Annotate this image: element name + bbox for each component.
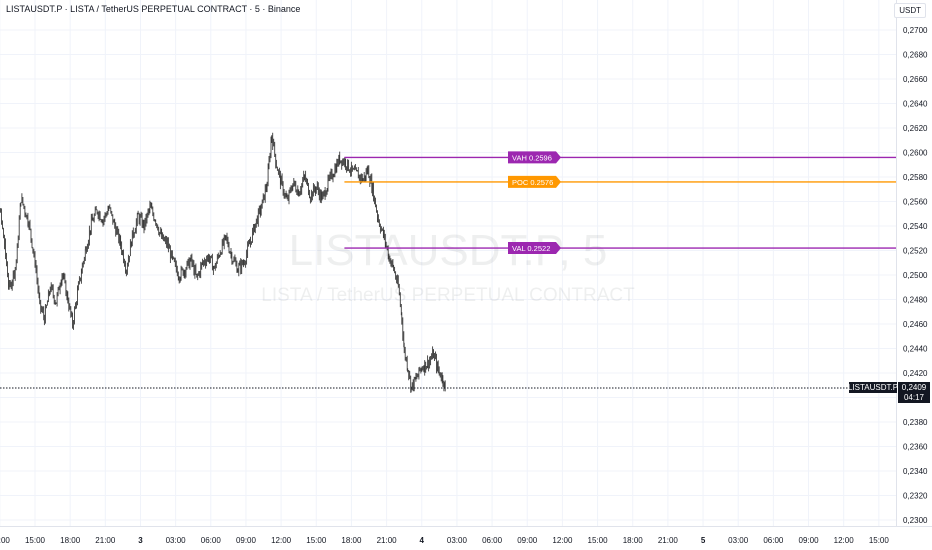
x-tick-label: 12:00 [552, 536, 573, 545]
y-tick-label: 0,2440 [903, 345, 928, 354]
y-tick-label: 0,2480 [903, 296, 928, 305]
x-tick-label: 4 [420, 536, 425, 545]
x-tick-label: 09:00 [799, 536, 820, 545]
price-tag-countdown: 04:17 [904, 393, 925, 402]
y-tick-label: 0,2580 [903, 173, 928, 182]
x-tick-label: 21:00 [95, 536, 116, 545]
volume-profile-levels: VAH 0.2596 POC 0.2576 VAL 0.2522 [344, 151, 896, 255]
y-tick-label: 0,2420 [903, 369, 928, 378]
x-tick-label: 5 [701, 536, 706, 545]
x-tick-label: 21:00 [377, 536, 398, 545]
price-series [0, 132, 446, 393]
level-label-box [508, 175, 561, 188]
level-label-box [508, 242, 561, 255]
x-tick-label: 12:00 [0, 536, 10, 545]
grid [0, 0, 896, 526]
x-tick-label: 18:00 [623, 536, 644, 545]
level-label: VAH 0.2596 [512, 153, 552, 162]
x-tick-label: 21:00 [658, 536, 679, 545]
x-tick-label: 09:00 [236, 536, 257, 545]
watermark-description: LISTA / TetherUS PERPETUAL CONTRACT [261, 285, 635, 306]
x-tick-label: 15:00 [869, 536, 890, 545]
y-tick-label: 0,2620 [903, 124, 928, 133]
y-tick-label: 0,2500 [903, 271, 928, 280]
y-tick-label: 0,2520 [903, 247, 928, 256]
y-tick-label: 0,2340 [903, 467, 928, 476]
y-tick-label: 0,2360 [903, 443, 928, 452]
y-tick-label: 0,2660 [903, 75, 928, 84]
x-tick-label: 03:00 [166, 536, 187, 545]
symbol-tag [849, 382, 897, 393]
x-tick-label: 3 [138, 536, 143, 545]
watermark-symbol: LISTAUSDT.P, 5 [289, 226, 608, 275]
y-tick-label: 0,2700 [903, 26, 928, 35]
price-tag-value: 0,2409 [902, 383, 927, 392]
x-tick-label: 06:00 [482, 536, 503, 545]
y-tick-label: 0,2320 [903, 492, 928, 501]
y-tick-label: 0,2640 [903, 100, 928, 109]
candles [0, 132, 446, 393]
x-tick-label: 06:00 [763, 536, 784, 545]
y-tick-label: 0,2460 [903, 320, 928, 329]
x-tick-label: 12:00 [834, 536, 855, 545]
x-tick-label: 15:00 [25, 536, 46, 545]
y-tick-label: 0,2300 [903, 516, 928, 525]
x-tick-label: 09:00 [517, 536, 538, 545]
symbol-tag-text: LISTAUSDT.P [848, 383, 898, 392]
x-tick-label: 03:00 [447, 536, 468, 545]
price-tag-box [898, 382, 930, 403]
x-tick-label: 15:00 [306, 536, 327, 545]
watermark: LISTAUSDT.P, 5 LISTA / TetherUS PERPETUA… [261, 226, 635, 306]
x-tick-label: 18:00 [60, 536, 81, 545]
chart-title: LISTAUSDT.P · LISTA / TetherUS PERPETUAL… [6, 4, 301, 14]
y-axis[interactable]: 0,2700 0,2680 0,2660 0,2640 0,2620 0,2600 0,25… [903, 26, 928, 525]
y-tick-label: 0,2560 [903, 198, 928, 207]
level-label: POC 0.2576 [512, 178, 553, 187]
x-tick-label: 18:00 [341, 536, 362, 545]
y-tick-label: 0,2680 [903, 51, 928, 60]
y-tick-label: 0,2380 [903, 418, 928, 427]
y-tick-label: 0,2600 [903, 149, 928, 158]
y-tick-label: 0,2540 [903, 222, 928, 231]
currency-button[interactable]: USDT [894, 3, 926, 18]
current-price-tag: LISTAUSDT.P 0,2409 04:17 [848, 382, 930, 403]
x-tick-label: 15:00 [588, 536, 609, 545]
level-label-box [508, 151, 561, 164]
x-tick-label: 12:00 [271, 536, 292, 545]
level-label: VAL 0.2522 [512, 244, 550, 253]
x-axis[interactable]: 12:00 15:00 18:00 21:00 3 03:00 06:00 09:00 12:0… [0, 536, 889, 545]
x-tick-label: 06:00 [201, 536, 222, 545]
x-tick-label: 03:00 [728, 536, 749, 545]
